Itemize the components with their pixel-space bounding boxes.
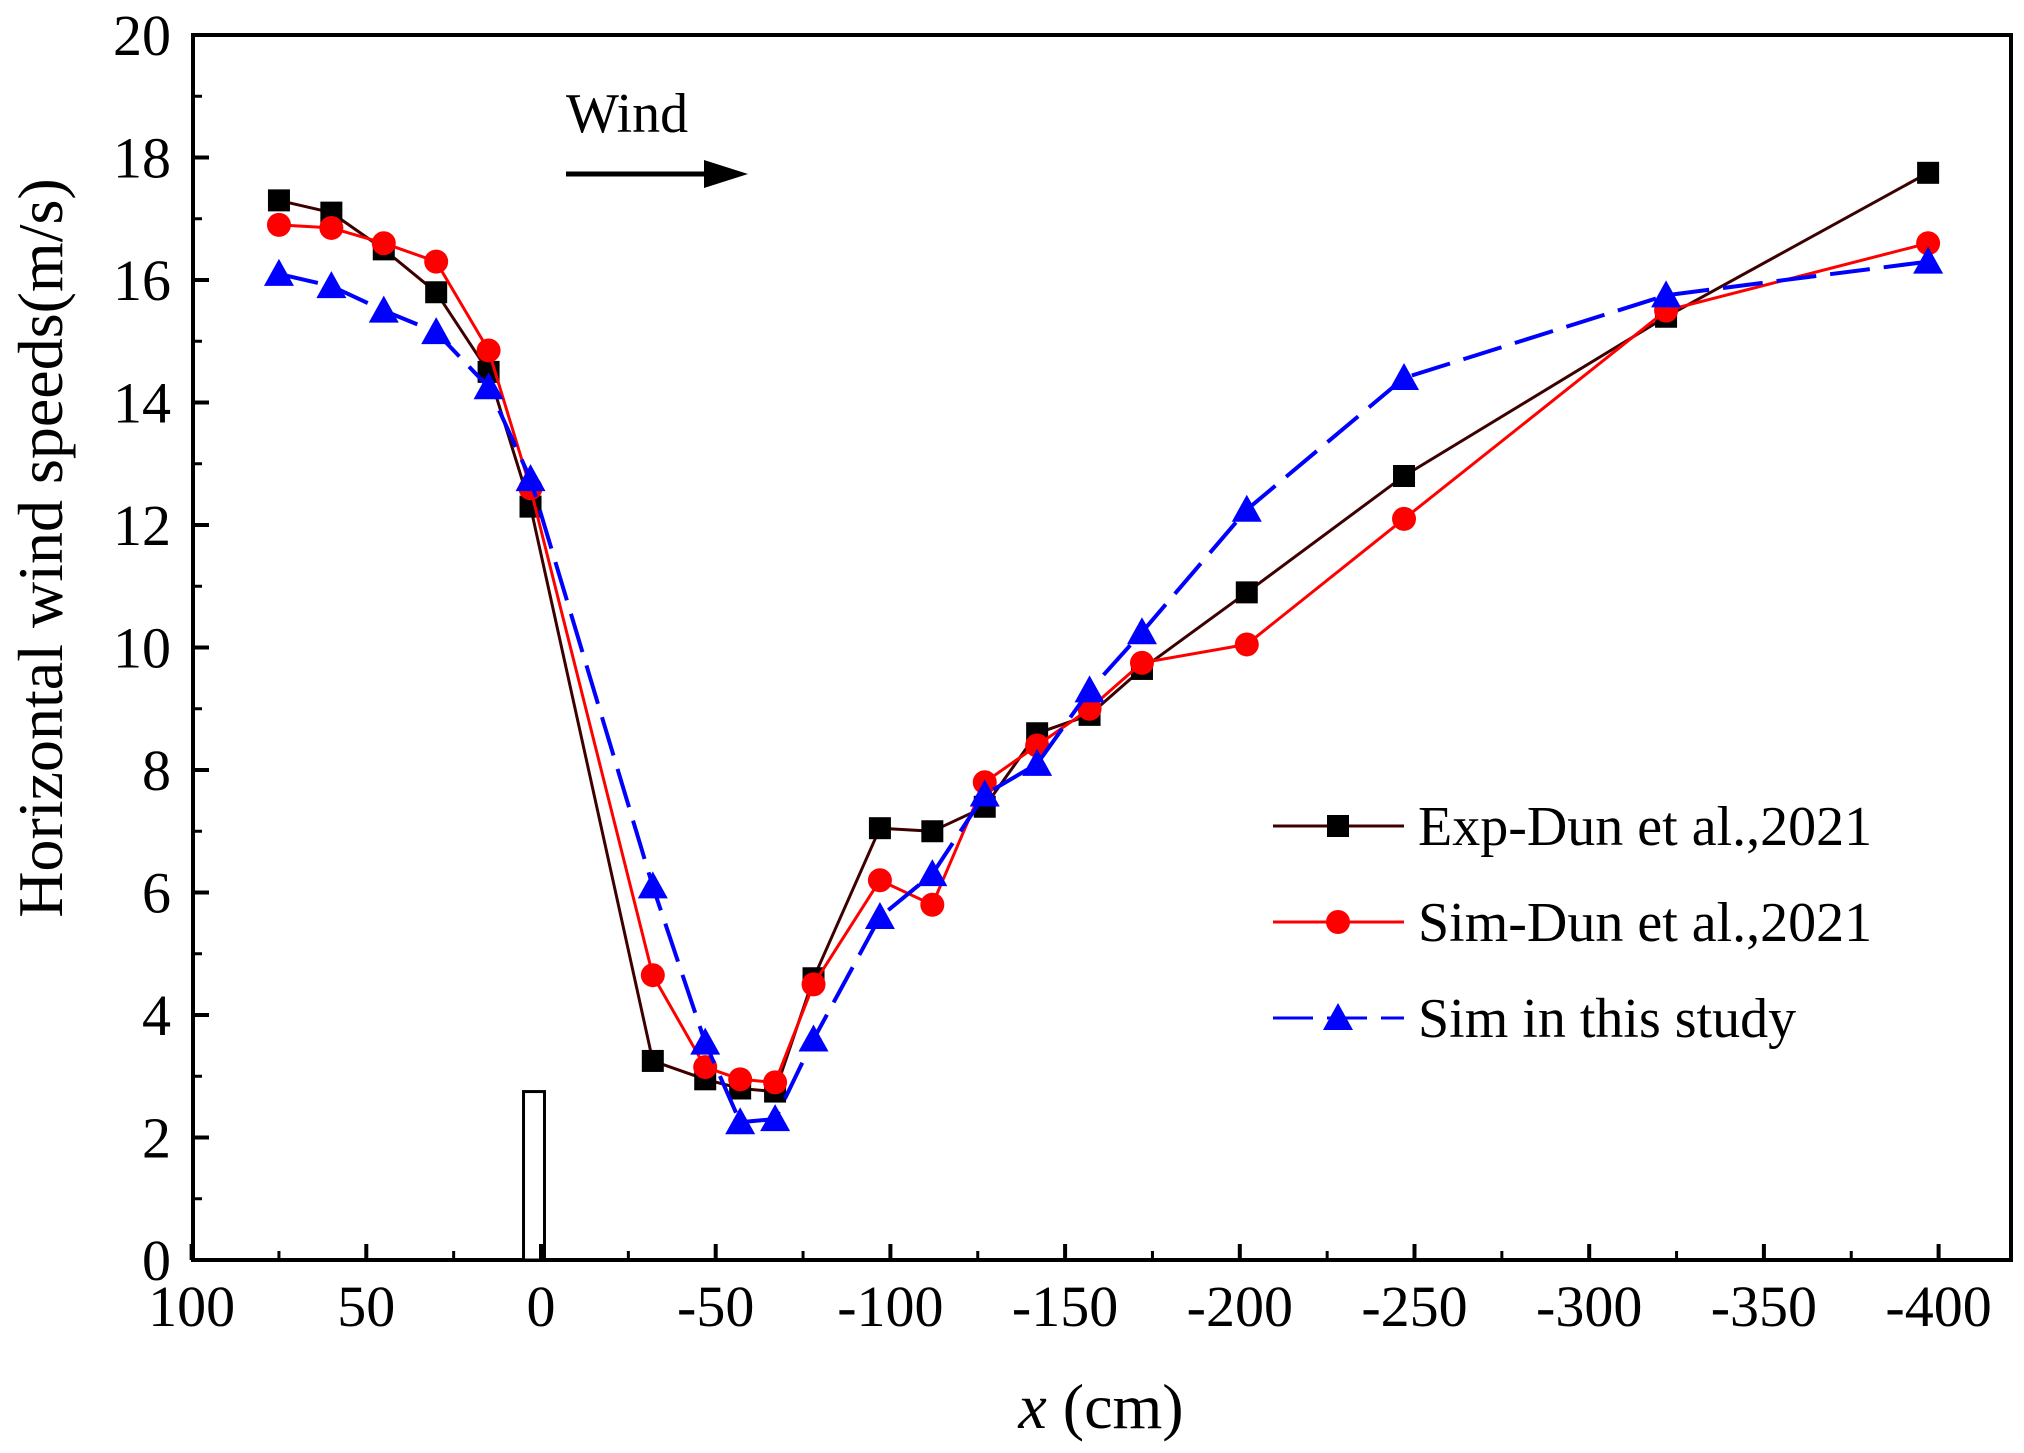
data-point [1077,696,1102,721]
obstacle-bar [522,1090,546,1262]
data-point [425,281,448,304]
data-point [371,231,396,256]
data-point [641,1049,664,1072]
data-point [316,271,347,299]
legend-marker [1327,815,1349,837]
data-point [267,189,290,212]
y-tick-label: 20 [113,3,171,68]
legend-label: Sim-Dun et al.,2021 [1418,892,1872,954]
data-point [690,1027,721,1055]
data-point [640,963,665,988]
x-tick-label: -200 [1187,1274,1293,1339]
data-point [760,1104,791,1132]
y-tick-label: 16 [113,248,171,313]
data-point [1074,675,1105,703]
series-layer [263,161,1944,1135]
data-point [1392,506,1417,531]
data-point [728,1067,753,1092]
series-square [267,161,1940,1103]
y-tick-label: 10 [113,616,171,681]
data-point [473,372,504,400]
series-circle [266,212,1941,1095]
data-point [1917,161,1940,184]
data-point [1231,494,1262,522]
x-tick-label: -100 [837,1274,943,1339]
data-point [1025,733,1050,758]
data-point [1235,581,1258,604]
wind-arrow-head [704,160,748,188]
data-point [1389,363,1420,390]
legend-item: Sim-Dun et al.,2021 [1273,892,1872,954]
obstacle-layer [522,1090,546,1262]
plot-frame [191,33,2013,1262]
legend-marker [1323,1003,1353,1030]
data-point [476,338,501,363]
data-point [864,902,895,929]
series-triangle [263,246,1944,1135]
data-point [424,249,449,274]
data-point [637,871,668,899]
x-tick-label: -300 [1536,1274,1642,1339]
legend-label: Sim in this study [1418,988,1796,1050]
data-point [1916,231,1941,256]
ticks-layer: 100 50 0 -50 -100 -150 -200 -250 -300 -350 -400 0 2 4… [113,3,1992,1339]
x-tick-label: -50 [677,1274,754,1339]
wind-annotation: Wind [566,83,748,188]
x-tick-label: -400 [1885,1274,1991,1339]
data-point [798,1024,829,1052]
y-tick-label: 14 [113,371,171,436]
wind-label: Wind [566,83,688,145]
legend-item: Sim in this study [1273,988,1796,1050]
data-point [421,317,452,345]
data-point [1129,650,1154,675]
data-point [266,212,291,237]
x-tick-label: 100 [148,1274,235,1339]
data-point [1913,246,1944,274]
y-tick-label: 0 [142,1228,171,1293]
data-point [1651,280,1682,308]
x-axis-variable: x [1017,1371,1046,1442]
data-point [969,779,1000,807]
y-tick-label: 6 [142,861,171,926]
data-point [920,892,945,917]
data-point [1393,465,1416,487]
data-point [515,464,546,492]
x-axis-title: x (cm) [1017,1371,1183,1442]
data-point [368,295,399,323]
data-point [1234,632,1259,657]
y-tick-label: 18 [113,126,171,191]
data-point [763,1070,788,1095]
x-tick-label: 50 [337,1274,395,1339]
data-point [725,1107,756,1135]
y-tick-label: 2 [142,1106,171,1171]
data-point [263,258,294,286]
data-point [1022,748,1053,776]
data-point [801,972,826,997]
data-point [868,817,891,840]
x-tick-label: -250 [1361,1274,1467,1339]
x-tick-label: -350 [1711,1274,1817,1339]
legend-label: Exp-Dun et al.,2021 [1418,796,1872,858]
x-tick-label: -150 [1012,1274,1118,1339]
x-tick-label: 0 [527,1274,556,1339]
data-point [319,215,344,240]
x-axis-unit: (cm) [1047,1371,1184,1442]
legend-marker [1326,910,1350,934]
data-point [1126,617,1157,645]
data-point [867,868,892,893]
data-point [921,820,944,843]
legend: Exp-Dun et al.,2021 Sim-Dun et al.,2021 Si… [1273,796,1872,1050]
y-tick-label: 4 [142,983,171,1048]
y-axis-title: Horizontal wind speeds(m/s) [5,178,76,917]
data-point [917,859,948,887]
legend-item: Exp-Dun et al.,2021 [1273,796,1872,858]
y-tick-label: 8 [142,738,171,803]
y-tick-label: 12 [113,493,171,558]
